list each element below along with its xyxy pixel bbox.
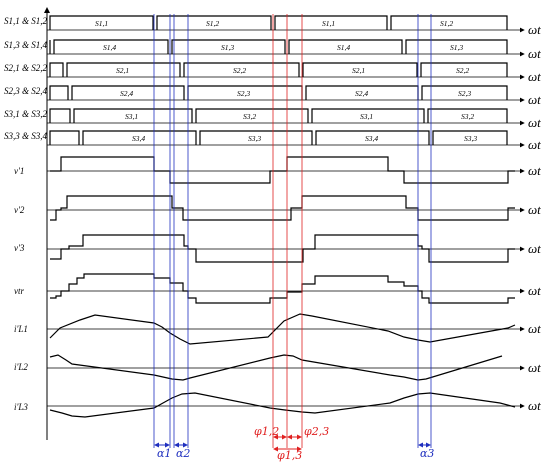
row-label-11: i'L2 [14,362,28,372]
gate-label: S2,4 [120,89,133,98]
alpha3-label: α3 [420,447,434,460]
gate-label: S2,3 [237,89,250,98]
gate-label: S1,1 [95,19,108,28]
gate-label: S3,1 [360,112,373,121]
phi-guides [272,14,303,448]
gate-label: S3,2 [243,112,256,121]
row-label-9: vtr [14,286,24,296]
gate-label: S2,2 [456,66,469,75]
gate-label: S3,4 [365,134,378,143]
omega-t-label: ωt [528,137,541,152]
current-waveforms [49,313,516,418]
v3-waveform [50,234,515,263]
row-label-1: S1,3 & S1,4 [4,40,48,50]
gate-label: S1,2 [206,19,219,28]
gate-label: S3,1 [125,112,138,121]
omega-t-label: ωt [528,115,541,130]
phi12-label: φ1,2 [254,425,279,438]
row-label-2: S2,1 & S2,2 [4,63,48,73]
omega-t-label: ωt [528,202,541,217]
omega-t-label: ωt [528,69,541,84]
row-label-3: S2,3 & S2,4 [4,86,48,96]
row-label-7: v'2 [14,205,25,215]
omega-t-label: ωt [528,283,541,298]
vtr-waveform [50,273,515,304]
omega-t-label: ωt [528,163,541,178]
gate-label: S2,3 [458,89,471,98]
gate-label: S3,3 [464,134,477,143]
omega-t-labels: ωt ωt ωt ωt ωt ωt ωt ωt ωt ωt ωt ωt ωt [528,22,541,413]
gate-label: S3,4 [132,134,145,143]
row-labels: S1,1 & S1,2 S1,3 & S1,4 S2,1 & S2,2 S2,3… [4,16,48,412]
gate-label: S2,2 [233,66,246,75]
voltage-waveforms [50,156,515,304]
omega-t-label: ωt [528,46,541,61]
omega-t-label: ωt [528,22,541,37]
v2-waveform [50,195,515,221]
gate-label: S1,4 [103,43,116,52]
phi23-label: φ2,3 [304,425,329,438]
gate-label: S2,1 [352,66,365,75]
time-axes [47,27,525,409]
row-label-0: S1,1 & S1,2 [4,16,48,26]
gate-label: S2,1 [116,66,129,75]
v1-waveform [50,156,515,184]
omega-t-label: ωt [528,360,541,375]
iL3-waveform [49,392,516,418]
row-label-4: S3,1 & S3,2 [4,109,48,119]
gate-label: S1,2 [440,19,453,28]
gate-label: S3,3 [248,134,261,143]
gate-segment-labels: S1,1 S1,2 S1,1 S1,2 S1,4 S1,3 S1,4 S1,3 … [95,19,477,143]
phi-annotations [273,434,302,452]
row-label-6: v'1 [14,166,24,176]
phi13-label: φ1,3 [277,449,302,462]
omega-t-label: ωt [528,241,541,256]
row-label-12: i'L3 [14,402,28,412]
gate-label: S2,4 [355,89,368,98]
alpha2-label: α2 [176,447,190,460]
iL2-waveform [49,354,503,381]
row-label-10: i'L1 [14,324,28,334]
omega-t-label: ωt [528,398,541,413]
alpha-guides [153,14,432,448]
alpha1-label: α1 [157,447,171,460]
gate-signals [49,15,508,145]
omega-t-label: ωt [528,321,541,336]
gate-label: S3,2 [461,112,474,121]
row-label-5: S3,3 & S3,4 [4,131,48,141]
omega-t-label: ωt [528,92,541,107]
row-label-8: v'3 [14,243,25,253]
gate-label: S1,3 [450,43,463,52]
gate-label: S1,4 [337,43,350,52]
gate-label: S1,1 [322,19,335,28]
gate-label: S1,3 [221,43,234,52]
